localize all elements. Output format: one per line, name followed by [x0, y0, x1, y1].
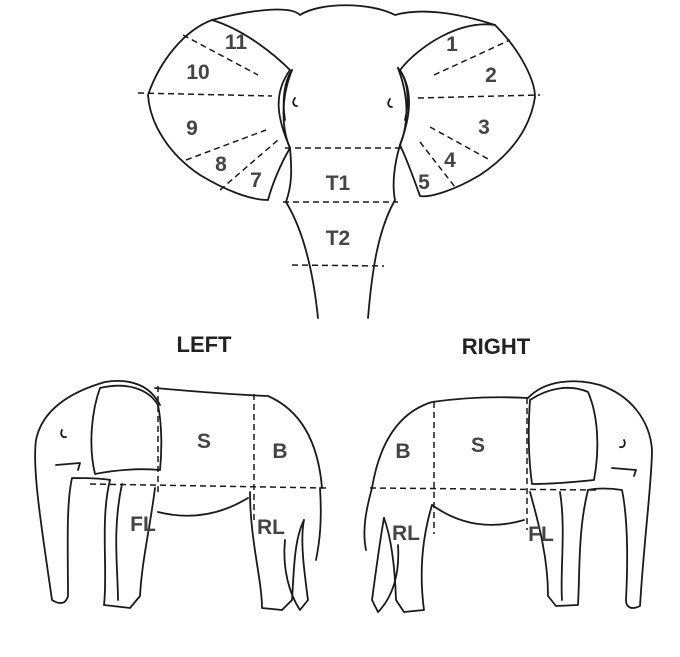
ear-region-label: 4 [444, 149, 456, 172]
right-head-outline [527, 380, 653, 609]
ear-divider [219, 139, 279, 191]
right-front-leg [529, 489, 589, 607]
left-rear-leg-back [283, 519, 309, 611]
left-region-label-back: B [272, 440, 287, 463]
ear-region-label: 9 [186, 117, 198, 140]
trunk-region-label: T1 [326, 172, 351, 195]
left-eye [60, 429, 67, 439]
left-tail [315, 487, 322, 561]
ear-region-label: 1 [446, 33, 458, 56]
ear-region-label: 8 [215, 153, 227, 176]
ear-divider [429, 126, 491, 161]
left-region-label-shoulder: S [197, 430, 211, 453]
right-view-title: RIGHT [462, 334, 531, 359]
left-front-leg-inner [115, 483, 123, 601]
face-left-side [282, 69, 293, 149]
left-tusk [55, 462, 81, 471]
front-head-view: 11 10 9 8 7 1 2 3 4 5 T1 T2 [137, 4, 541, 319]
ear-region-label: 7 [250, 169, 262, 192]
right-region-label-rearleg: RL [392, 522, 420, 545]
ear-region-label: 5 [418, 171, 430, 194]
trunk-region-label: T2 [326, 227, 351, 250]
ear-divider [137, 92, 273, 97]
face-right-side [397, 67, 408, 146]
ear-region-label: 2 [485, 64, 497, 87]
right-tail [363, 487, 373, 551]
right-region-label-back: B [395, 440, 410, 463]
right-ear-outline [527, 386, 599, 485]
right-eye [619, 439, 626, 449]
right-tusk [611, 467, 637, 477]
ear-divider [433, 39, 511, 76]
trunk-right-edge [367, 144, 401, 319]
ear-region-label: 3 [478, 116, 490, 139]
right-front-leg-inner [559, 491, 564, 601]
ear-divider [417, 94, 541, 99]
ear-divider [185, 129, 267, 161]
right-region-label-shoulder: S [471, 434, 485, 457]
left-eye [292, 97, 298, 107]
trunk-divider [291, 264, 385, 267]
left-ear-outline [147, 19, 291, 201]
left-body-outline [154, 387, 323, 489]
ear-region-label: 11 [225, 31, 248, 54]
left-region-label-foreleg: FL [130, 513, 156, 536]
left-side-view: LEFT S B FL RL [34, 332, 327, 611]
trunk-left-edge [285, 147, 319, 319]
right-body-outline [371, 396, 529, 489]
right-region-label-foreleg: FL [528, 523, 554, 546]
right-eye [387, 98, 393, 108]
right-rear-leg-back [371, 517, 400, 613]
ear-region-label: 10 [186, 61, 209, 84]
left-belly [157, 497, 249, 517]
right-rear-leg [383, 504, 433, 613]
left-horizontal-divider [89, 483, 327, 489]
right-belly [431, 504, 525, 526]
left-view-title: LEFT [177, 332, 233, 357]
right-horizontal-divider [369, 487, 597, 491]
forehead-outline [211, 4, 496, 26]
left-ear-outline [90, 384, 163, 475]
left-front-leg [103, 479, 156, 609]
right-side-view: RIGHT S B FL RL [363, 334, 653, 613]
ear-divider [182, 34, 259, 76]
left-region-label-rearleg: RL [257, 516, 285, 539]
left-rear-leg [249, 491, 305, 611]
left-head-outline [34, 380, 161, 604]
